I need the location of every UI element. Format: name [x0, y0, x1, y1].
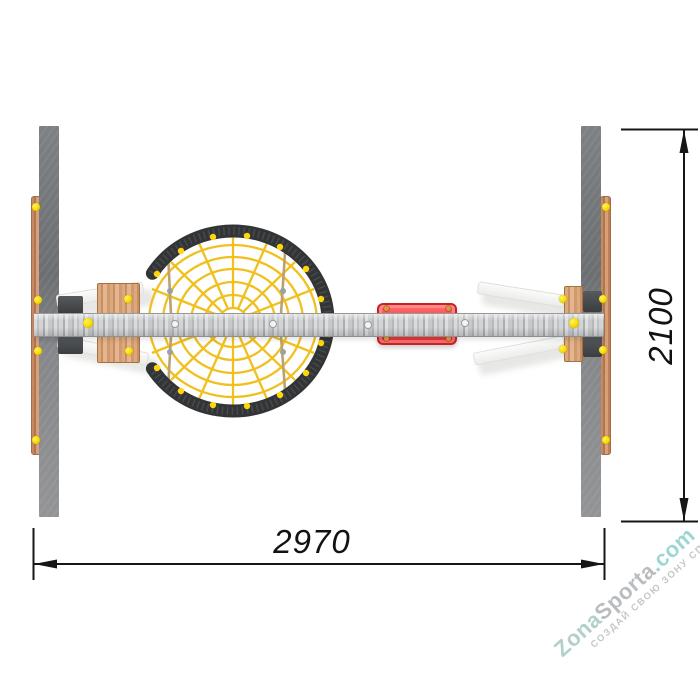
- beam-rivet: [365, 322, 371, 328]
- bracket-bolt: [384, 336, 389, 341]
- bracket-bolt: [446, 336, 451, 341]
- arrowhead: [679, 130, 689, 153]
- rope-connectors: [167, 288, 286, 355]
- bolt: [559, 345, 567, 353]
- width-dimension-label: 2970: [273, 523, 351, 560]
- beam-bolt: [569, 318, 579, 328]
- bolt: [34, 296, 42, 304]
- bolt: [602, 436, 610, 444]
- bolt: [32, 436, 40, 444]
- beam-rivet: [172, 321, 178, 327]
- bracket-bolt: [384, 306, 389, 311]
- bolt: [559, 295, 567, 303]
- left-lower-clamp: [58, 336, 83, 354]
- beam-rivet: [270, 321, 276, 327]
- arrowhead: [679, 498, 689, 521]
- galvanized-crossbeam: [34, 313, 604, 337]
- bracket-bolt: [446, 306, 451, 311]
- bolt: [34, 347, 42, 355]
- bolt: [602, 203, 610, 211]
- right-upper-clamp: [583, 291, 602, 312]
- left-upper-clamp: [58, 296, 83, 314]
- bolt: [32, 203, 40, 211]
- beam-rivet: [462, 320, 468, 326]
- beam-bolt: [83, 318, 93, 328]
- bolt: [599, 295, 607, 303]
- depth-dimension-label: 2100: [642, 287, 679, 365]
- arrowhead: [34, 559, 57, 569]
- right-lower-clamp: [583, 336, 602, 357]
- ring-net-clips: [153, 232, 325, 410]
- arrowhead: [581, 559, 604, 569]
- bolt: [124, 295, 132, 303]
- bolt: [125, 347, 133, 355]
- bolt: [599, 346, 607, 354]
